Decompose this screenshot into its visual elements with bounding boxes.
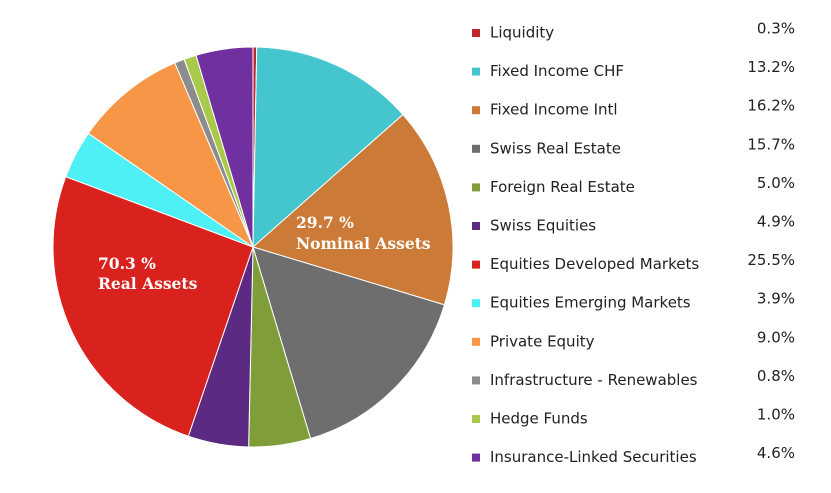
legend-label: Fixed Income Intl (490, 101, 618, 119)
legend-swatch (472, 29, 480, 37)
legend-swatch (472, 299, 480, 308)
legend-swatch (472, 453, 480, 462)
pie-slice (251, 113, 454, 306)
legend-swatch (472, 415, 480, 423)
value-label: 9.0% (757, 328, 795, 346)
legend-swatch (472, 376, 480, 385)
value-label: 13.2% (747, 58, 795, 76)
legend-label: Fixed Income CHF (490, 62, 624, 80)
pie-slice (52, 176, 254, 437)
legend-swatch (472, 67, 480, 76)
annotation: Real Assets (98, 274, 198, 293)
value-label: 15.7% (747, 135, 795, 153)
legend-label: Infrastructure - Renewables (490, 371, 698, 389)
legend-label: Foreign Real Estate (490, 178, 635, 196)
value-label: 5.0% (757, 174, 795, 192)
value-label: 1.0% (757, 406, 795, 424)
pie-slice (87, 62, 255, 249)
pie-slice (195, 46, 254, 248)
annotation: Nominal Assets (296, 234, 431, 253)
legend-label: Swiss Equities (490, 217, 596, 235)
legend-label: Private Equity (490, 332, 595, 350)
legend-label: Insurance-Linked Securities (490, 448, 697, 466)
value-label: 4.9% (757, 213, 795, 231)
legend-swatch (472, 106, 480, 115)
annotation: 70.3 % (98, 254, 156, 273)
value-label: 4.6% (757, 444, 795, 462)
legend-swatch (472, 222, 480, 230)
legend-label: Swiss Real Estate (490, 139, 621, 157)
value-label: 3.9% (757, 290, 795, 308)
legend-label: Equities Developed Markets (490, 255, 699, 273)
legend-label: Liquidity (490, 24, 554, 42)
pie-slice (252, 46, 404, 249)
legend-swatch (472, 260, 480, 269)
value-label: 16.2% (747, 97, 795, 115)
value-label: 0.3% (757, 20, 795, 38)
legend-label: Hedge Funds (490, 410, 588, 428)
annotation: 29.7 % (296, 213, 354, 232)
value-label: 0.8% (757, 367, 795, 385)
pie-slice (252, 246, 446, 440)
legend-swatch (472, 144, 480, 153)
legend-label: Equities Emerging Markets (490, 294, 691, 312)
legend-swatch (472, 183, 480, 192)
value-label: 25.5% (747, 251, 795, 269)
legend-swatch (472, 337, 480, 346)
